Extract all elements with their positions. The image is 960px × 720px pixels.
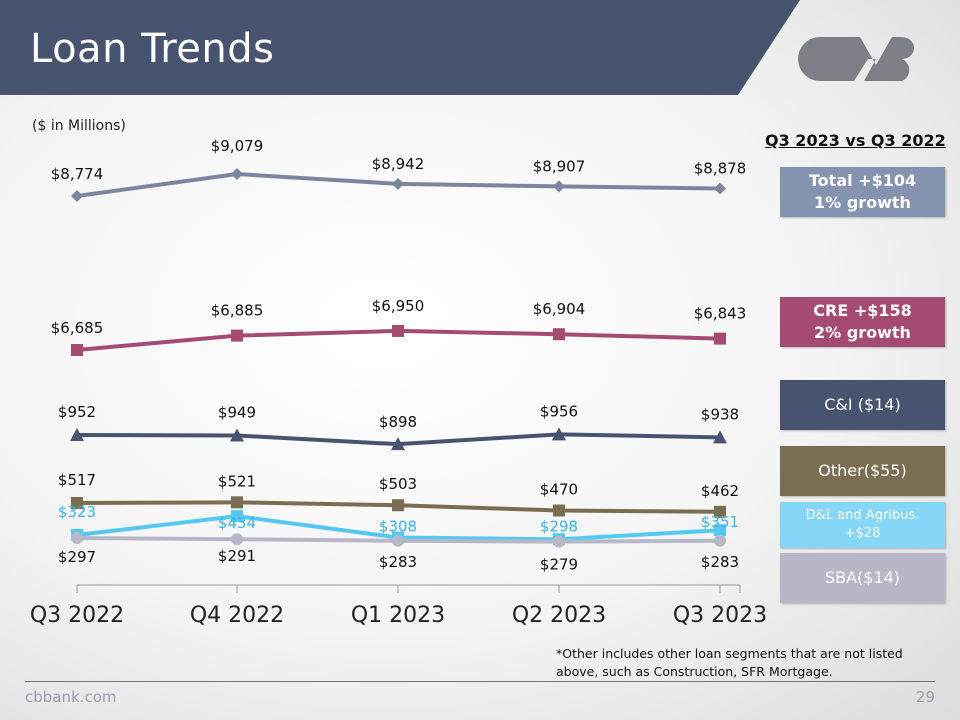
footer-divider [25, 681, 935, 682]
data-label: $351 [701, 513, 739, 531]
data-point [714, 505, 726, 518]
comparison-box-text: SBA($14) [824, 568, 901, 587]
data-label: $521 [218, 472, 256, 490]
data-label: $308 [379, 518, 417, 536]
data-point [714, 534, 726, 547]
comparison-box-text: +$28 [844, 526, 881, 541]
data-label: $283 [701, 553, 739, 571]
data-label: $462 [701, 482, 739, 500]
data-label: $8,907 [533, 157, 586, 175]
comparison-heading: Q3 2023 vs Q3 2022 [765, 131, 946, 150]
data-label: $6,904 [533, 300, 586, 318]
data-point [231, 329, 243, 342]
data-point [714, 332, 726, 345]
comparison-box-2: C&I ($14) [780, 380, 945, 430]
units-note: ($ in Millions) [32, 118, 126, 134]
data-label: $956 [540, 402, 578, 420]
comparison-box-text: CRE +$158 [813, 301, 912, 320]
data-point [553, 328, 565, 341]
data-label: $470 [540, 481, 578, 499]
data-point [230, 428, 244, 442]
data-point [553, 180, 565, 193]
data-point [552, 427, 566, 441]
series-cre: $6,685 $6,885 $6,950 $6,904 $6,843 [51, 297, 747, 356]
series-sba: $297 $291 $283 $279 $283 [58, 532, 739, 574]
data-point [392, 499, 404, 512]
series-d-l-and-agribus-: $323 $434 $308 $298 $351 [58, 503, 739, 546]
data-label: $279 [540, 556, 578, 574]
data-label: $6,843 [694, 305, 747, 323]
data-label: $938 [701, 405, 739, 423]
data-label: $9,079 [211, 137, 264, 155]
comparison-box-5: SBA($14) [780, 553, 945, 603]
comparison-box-text: Other($55) [818, 461, 907, 480]
data-point [392, 324, 404, 337]
data-point [553, 535, 565, 548]
data-label: $6,950 [372, 297, 425, 315]
data-point [71, 190, 83, 202]
data-point [714, 524, 726, 537]
data-point [553, 504, 565, 517]
data-label: $291 [218, 547, 256, 565]
comparison-box-text: 1% growth [814, 193, 911, 212]
data-label: $298 [540, 517, 578, 535]
data-point [71, 344, 83, 356]
comparison-box-text: 2% growth [814, 323, 911, 342]
data-point [714, 182, 726, 195]
data-point [70, 428, 84, 441]
data-point [71, 497, 83, 509]
series-other: $517 $521 $503 $470 $462 [58, 471, 739, 518]
data-label: $898 [379, 413, 417, 431]
x-tick-label: Q3 2023 [673, 603, 767, 628]
page-number: 29 [915, 688, 935, 706]
x-tick-label: Q3 2022 [30, 603, 124, 628]
data-point [71, 532, 83, 544]
comparison-box-text: C&I ($14) [824, 395, 901, 414]
data-label: $8,878 [694, 160, 747, 178]
comparison-box-4: D&L and Agribus. +$28 [780, 502, 945, 548]
comparison-box-0: Total +$104 1% growth [780, 167, 945, 217]
data-label: $283 [379, 553, 417, 571]
data-point [392, 534, 404, 547]
data-point [231, 510, 243, 523]
data-label: $517 [58, 471, 96, 489]
data-point [231, 168, 243, 181]
title-banner [0, 0, 800, 95]
x-tick-label: Q4 2022 [190, 603, 284, 628]
data-label: $323 [58, 503, 96, 521]
data-point [392, 177, 404, 190]
comparison-box-text: Total +$104 [808, 171, 917, 190]
x-tick-label: Q1 2023 [351, 603, 445, 628]
comparison-box-3: Other($55) [780, 446, 945, 496]
data-label: $8,774 [51, 165, 104, 183]
data-label: $952 [58, 403, 96, 421]
data-label: $297 [58, 548, 96, 566]
data-label: $6,885 [211, 302, 264, 320]
comparison-box-text: D&L and Agribus. [805, 508, 920, 523]
data-point [231, 496, 243, 509]
data-point [391, 437, 405, 451]
footer-site: cbbank.com [25, 688, 117, 706]
data-label: $503 [379, 475, 417, 493]
x-tick-label: Q2 2023 [512, 603, 606, 628]
series-total: $8,774 $9,079 $8,942 $8,907 $8,878 [51, 137, 747, 202]
data-point [231, 533, 243, 546]
data-label: $434 [218, 514, 256, 532]
data-label: $949 [218, 404, 256, 422]
comparison-box-1: CRE +$158 2% growth [780, 297, 945, 347]
data-label: $8,942 [372, 155, 425, 173]
data-label: $6,685 [51, 319, 104, 337]
cvb-logo [798, 37, 914, 81]
series-c-i: $952 $949 $898 $956 $938 [58, 402, 739, 451]
footnote: *Other includes other loan segments that… [556, 646, 903, 679]
data-point [713, 430, 727, 444]
page-title: Loan Trends [30, 26, 275, 72]
